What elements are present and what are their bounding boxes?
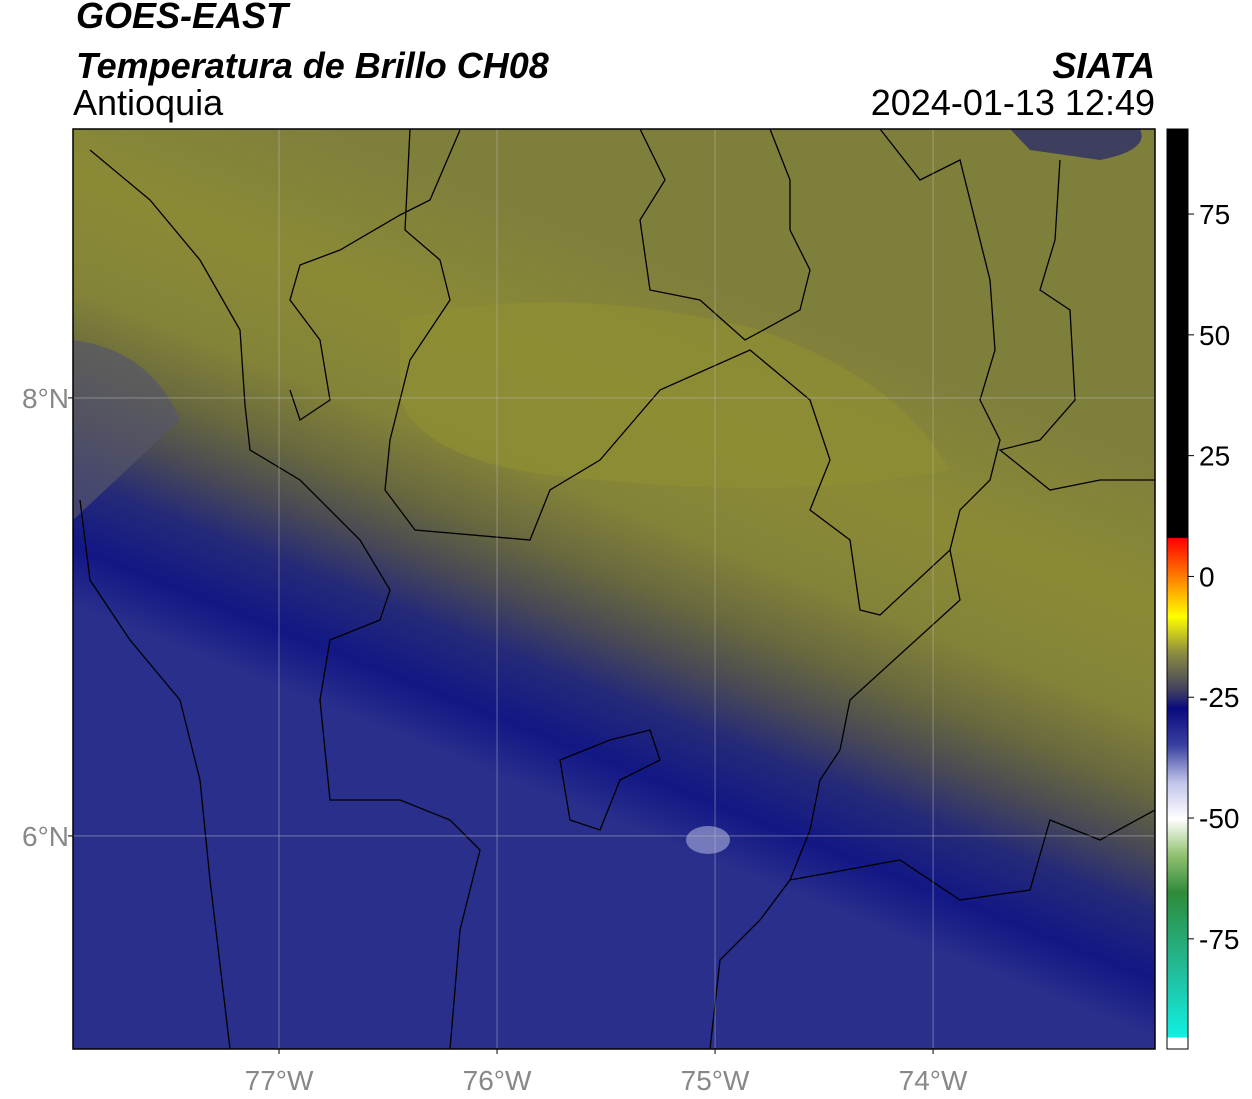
- temperature-field: [73, 129, 1155, 1049]
- x-tick-label: 77°W: [245, 1065, 314, 1096]
- colorbar-tick-label: 50: [1199, 320, 1230, 351]
- y-tick-label: 8°N: [22, 383, 69, 414]
- coastline: [289, 129, 461, 422]
- border: [79, 499, 231, 1049]
- source: SIATA: [1052, 45, 1155, 86]
- map-area: [73, 129, 1155, 1049]
- border: [559, 729, 661, 831]
- colorbar-tick-label: -50: [1199, 803, 1239, 834]
- title: GOES-EAST: [76, 0, 291, 36]
- colorbar: [1166, 128, 1189, 1050]
- cold-spot: [686, 826, 730, 854]
- x-tick-label: 75°W: [681, 1065, 750, 1096]
- border: [789, 809, 1155, 901]
- x-tick-label: 76°W: [463, 1065, 532, 1096]
- border: [879, 129, 1001, 551]
- border: [998, 159, 1155, 491]
- y-tick-label: 6°N: [22, 821, 69, 852]
- subtitle: Temperatura de Brillo CH08: [76, 45, 549, 86]
- map-frame: [72, 128, 1156, 1050]
- warm-patch: [400, 302, 950, 488]
- region: Antioquia: [73, 82, 224, 123]
- colorbar-tick-label: 0: [1199, 561, 1215, 592]
- cold-patch: [1010, 129, 1142, 160]
- border: [89, 149, 481, 1049]
- x-tick-label: 74°W: [899, 1065, 968, 1096]
- colorbar-tick-label: 25: [1199, 441, 1230, 472]
- colorbar-tick-label: -75: [1199, 924, 1239, 955]
- border: [639, 129, 811, 341]
- border: [384, 129, 961, 1049]
- colorbar-tick-label: 75: [1199, 199, 1230, 230]
- colorbar-tick-label: -25: [1199, 682, 1239, 713]
- cold-patch: [73, 340, 180, 520]
- datetime: 2024-01-13 12:49: [871, 82, 1155, 123]
